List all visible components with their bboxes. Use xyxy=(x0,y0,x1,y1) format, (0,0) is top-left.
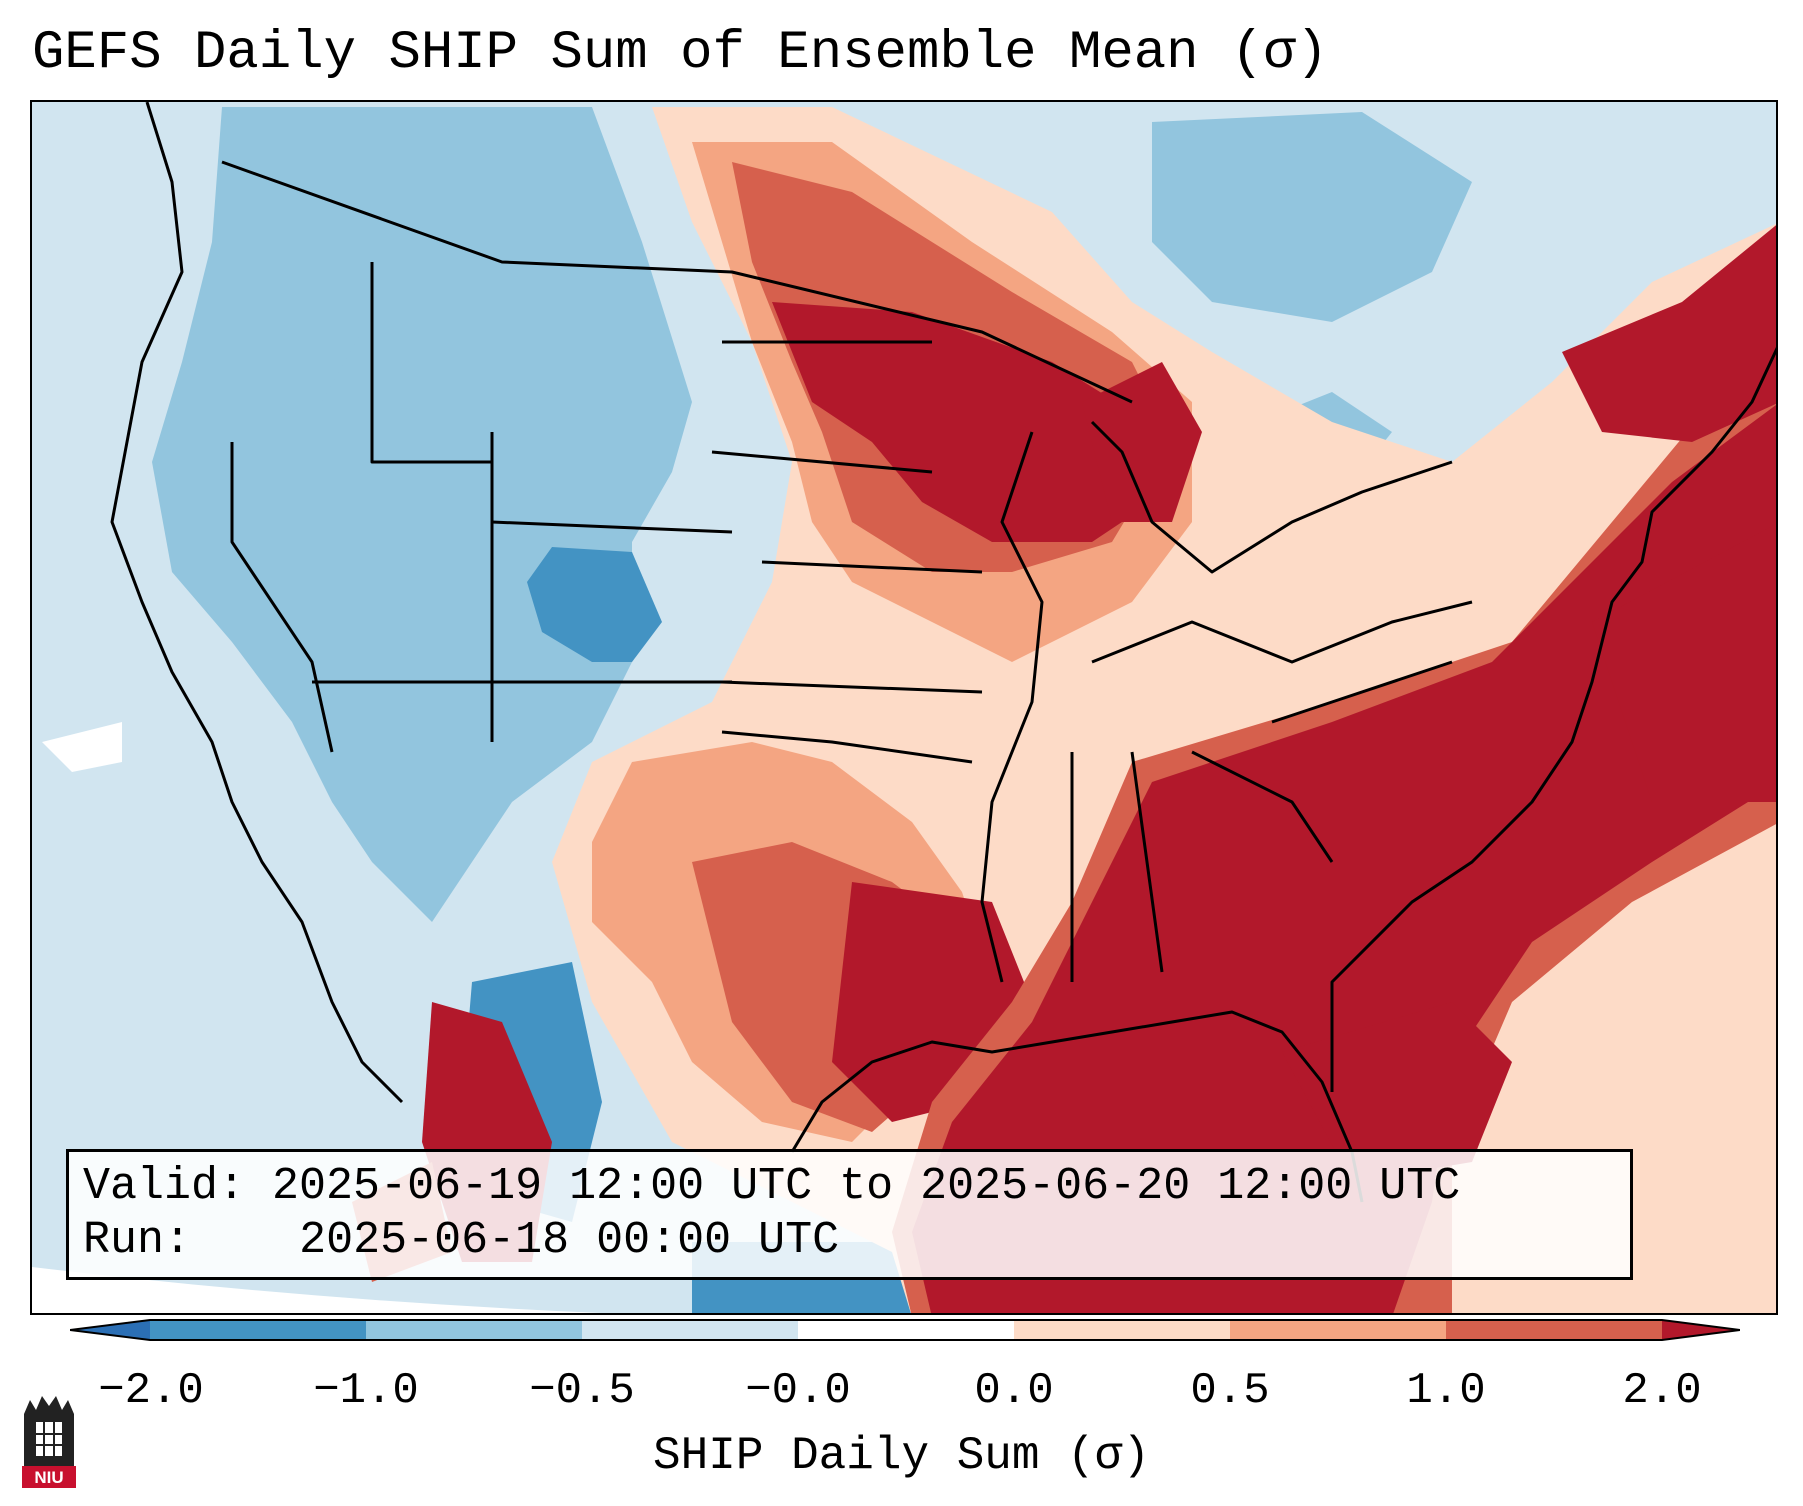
nebraska-kansas xyxy=(761,560,983,574)
niu-logo: NIU xyxy=(22,1396,76,1488)
colorbar-extend-high xyxy=(1662,1320,1740,1340)
colorbar-bin-7 xyxy=(1446,1320,1662,1340)
map-title: GEFS Daily SHIP Sum of Ensemble Mean (σ) xyxy=(32,23,1329,84)
colorado-west-east xyxy=(491,520,733,534)
valid-run-box: Valid: 2025-06-19 12:00 UTC to 2025-06-2… xyxy=(66,1149,1633,1280)
map-panel[interactable] xyxy=(30,100,1778,1315)
boundary-lines xyxy=(110,102,1776,1203)
colorbar-tick-label: −0.5 xyxy=(529,1366,635,1416)
ohio-valley xyxy=(1091,600,1473,664)
colorbar-tick-label: −1.0 xyxy=(313,1366,419,1416)
colorbar xyxy=(70,1319,1740,1341)
colorbar-tick-label: 0.0 xyxy=(974,1366,1054,1416)
colorbar-tick-label: 2.0 xyxy=(1622,1366,1702,1416)
colorbar-bin-3 xyxy=(582,1320,798,1340)
no-data-patch xyxy=(42,722,122,772)
kansas-oklahoma xyxy=(721,680,983,694)
valid-row: Valid: 2025-06-19 12:00 UTC to 2025-06-2… xyxy=(83,1161,1630,1215)
colorbar-bin-4 xyxy=(798,1320,1014,1340)
run-row: Run: 2025-06-18 00:00 UTC xyxy=(83,1215,1630,1269)
great-lakes xyxy=(1090,420,1453,574)
canada-border xyxy=(221,160,1133,404)
colorbar-outline xyxy=(70,1319,1740,1341)
atlantic-coastline xyxy=(1330,347,1776,1092)
south-dakota-south xyxy=(711,450,933,474)
colorbar-tick-label: −0.0 xyxy=(745,1366,851,1416)
colorbar-bin-1 xyxy=(150,1320,366,1340)
valid-label: Valid: xyxy=(83,1161,246,1212)
gulf-coastline xyxy=(790,1010,1364,1203)
nevada-west xyxy=(230,442,334,753)
positive-anomaly-regions xyxy=(352,107,1776,1313)
map-svg xyxy=(32,102,1776,1313)
colorbar-label: SHIP Daily Sum (σ) xyxy=(653,1430,1150,1482)
logo-text: NIU xyxy=(34,1468,63,1487)
colorbar-tick-label: 0.5 xyxy=(1190,1366,1270,1416)
colorbar-bin-2 xyxy=(366,1320,582,1340)
colorbar-bin-5 xyxy=(1014,1320,1230,1340)
oklahoma-texas xyxy=(721,730,973,764)
mississippi-river xyxy=(980,431,1044,983)
run-label: Run: xyxy=(83,1215,192,1266)
pacific-coastline xyxy=(110,102,404,1104)
utah-colorado-wy xyxy=(370,262,492,464)
colorbar-bin-6 xyxy=(1230,1320,1446,1340)
colorbar-tick-label: 1.0 xyxy=(1406,1366,1486,1416)
southeast-state-lines xyxy=(1070,660,1453,982)
run-value: 2025-06-18 00:00 UTC xyxy=(299,1215,840,1266)
valid-value: 2025-06-19 12:00 UTC to 2025-06-20 12:00… xyxy=(272,1161,1461,1212)
colorbar-extend-low xyxy=(70,1320,150,1340)
colorbar-tick-label: −2.0 xyxy=(98,1366,204,1416)
